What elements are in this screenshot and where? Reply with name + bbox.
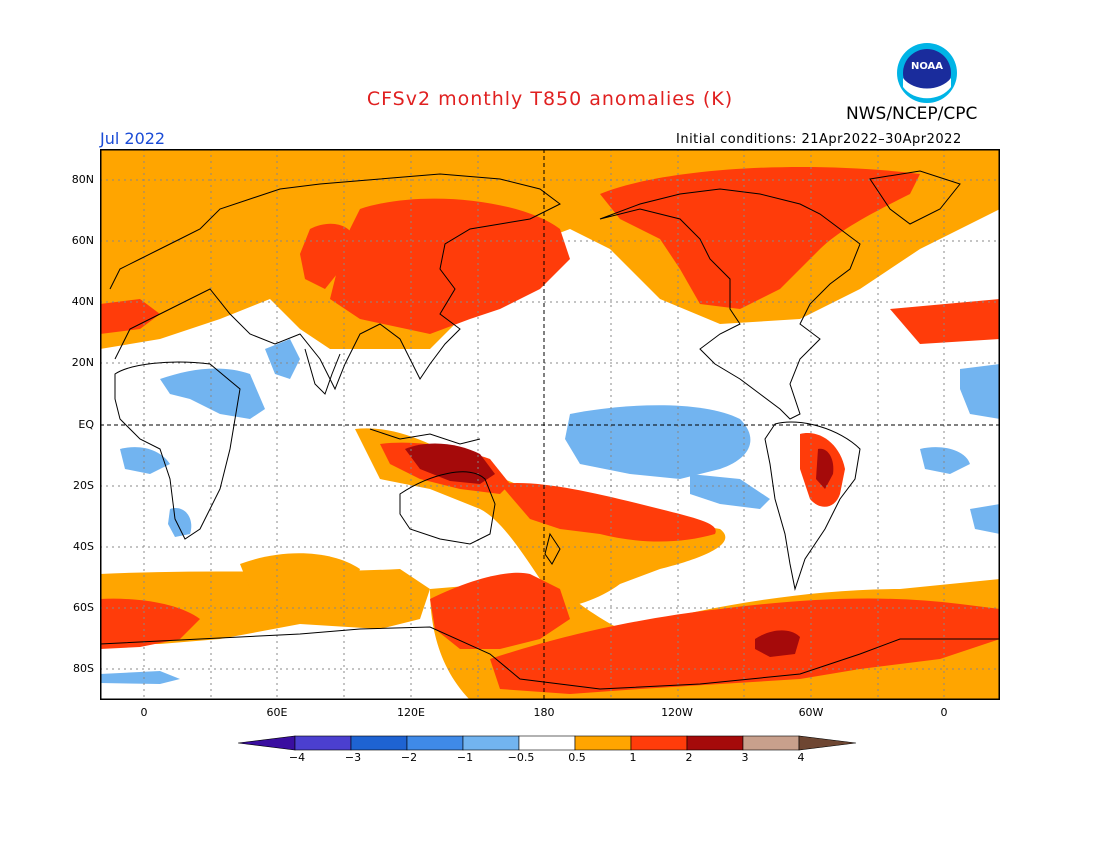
colorbar-tick-4: 4 (797, 751, 805, 764)
colorbar-cell (350, 735, 408, 751)
colorbar-tick-0p5: 0.5 (568, 751, 586, 764)
map-title: CFSv2 monthly T850 anomalies (K) (366, 88, 734, 110)
lat-tick-40s: 40S (73, 540, 94, 553)
colorbar (237, 733, 864, 757)
colorbar-cell (406, 735, 464, 751)
lat-tick-60n: 60N (71, 234, 94, 247)
colorbar-tick-3: 3 (741, 751, 749, 764)
colorbar-tick-neg2: −2 (400, 751, 418, 764)
initial-conditions-label: Initial conditions: 21Apr2022–30Apr2022 (676, 132, 962, 147)
lat-tick-eq: EQ (78, 418, 94, 431)
agency-label: NWS/NCEP/CPC (846, 104, 978, 124)
lat-tick-20n: 20N (71, 356, 94, 369)
colorbar-cell (630, 735, 688, 751)
lat-tick-80s: 80S (73, 662, 94, 675)
colorbar-tick-neg0p5: −0.5 (507, 751, 535, 764)
colorbar-cell (686, 735, 744, 751)
colorbar-tick-neg1: −1 (456, 751, 474, 764)
lat-tick-20s: 20S (73, 479, 94, 492)
anomaly-fill-2-3 (405, 443, 834, 657)
anomaly-fill-1-2 (100, 166, 1000, 694)
graticule (100, 149, 1000, 700)
map-frame (100, 149, 1000, 700)
lat-tick-40n: 40N (71, 295, 94, 308)
lat-tick-80n: 80N (71, 173, 94, 186)
colorbar-cell (294, 735, 352, 751)
logo-text: NOAA (911, 61, 943, 72)
lat-tick-60s: 60S (73, 601, 94, 614)
colorbar-cell (518, 735, 576, 751)
lon-tick-60e: 60E (266, 706, 288, 719)
colorbar-cell (574, 735, 632, 751)
anomaly-map (100, 149, 1000, 704)
colorbar-tick-neg3: −3 (344, 751, 362, 764)
lon-tick-0-right: 0 (940, 706, 948, 719)
colorbar-arrow-high (798, 735, 857, 751)
lon-tick-0-left: 0 (140, 706, 148, 719)
anomaly-fill-neg0p5-neg1 (100, 339, 1000, 684)
colorbar-tick-neg4: −4 (288, 751, 306, 764)
lon-tick-60w: 60W (798, 706, 824, 719)
colorbar-cell (742, 735, 800, 751)
noaa-logo: NOAA (896, 42, 958, 108)
lon-tick-120e: 120E (397, 706, 425, 719)
coastlines (100, 170, 1000, 690)
colorbar-tick-1: 1 (629, 751, 637, 764)
colorbar-tick-2: 2 (685, 751, 693, 764)
colorbar-cell (462, 735, 520, 751)
reference-lines (100, 149, 1000, 700)
lon-tick-120w: 120W (661, 706, 693, 719)
valid-month-label: Jul 2022 (100, 129, 166, 148)
colorbar-arrow-low (237, 735, 296, 751)
lon-tick-180: 180 (533, 706, 555, 719)
